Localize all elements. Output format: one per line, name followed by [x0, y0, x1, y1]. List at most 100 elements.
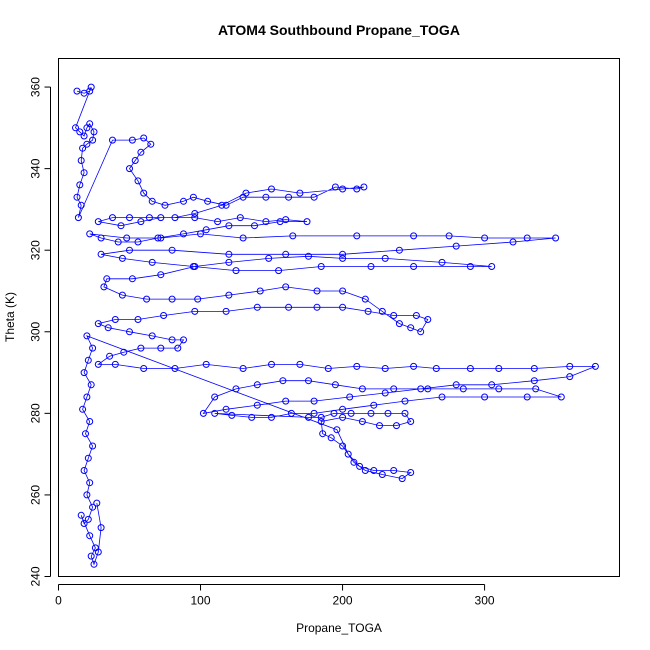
data-point [86, 532, 94, 540]
data-point [401, 397, 409, 405]
data-point [346, 393, 354, 401]
data-point [168, 336, 176, 344]
plot-frame [58, 58, 620, 577]
data-point [339, 442, 347, 450]
data-point [407, 469, 415, 476]
data-point [356, 462, 364, 470]
data-point [285, 303, 293, 311]
data-point [317, 413, 325, 421]
data-point [523, 393, 531, 401]
data-point [89, 503, 97, 511]
x-tick-label: 100 [191, 594, 211, 608]
data-point [262, 193, 270, 201]
data-point [106, 352, 114, 360]
data-point [171, 214, 179, 222]
data-point [481, 393, 489, 401]
data-point [370, 467, 378, 474]
data-point [282, 397, 290, 405]
data-point [282, 283, 290, 291]
data-point [424, 385, 432, 393]
data-point [161, 201, 169, 209]
data-point [211, 409, 219, 417]
data-point [111, 360, 119, 368]
data-point [117, 222, 125, 230]
data-point [137, 148, 145, 156]
data-point [191, 263, 199, 270]
data-point [481, 234, 489, 242]
data-point [80, 169, 88, 177]
data-point [83, 491, 91, 499]
data-point [197, 230, 204, 238]
data-point [73, 193, 81, 201]
data-point [384, 409, 392, 417]
series-0-line [75, 86, 596, 566]
data-point [148, 197, 156, 205]
data-point [90, 560, 98, 568]
data-point [84, 515, 92, 523]
data-point [393, 422, 400, 430]
data-point [390, 312, 398, 319]
data-point [370, 401, 378, 409]
data-point [327, 434, 335, 442]
data-point [253, 303, 261, 311]
data-point [202, 226, 210, 234]
data-point [276, 218, 284, 226]
data-point [358, 385, 366, 393]
data-point [134, 316, 142, 323]
data-point [171, 365, 179, 372]
data-point [140, 365, 148, 372]
data-point [87, 552, 95, 560]
data-point [103, 275, 111, 283]
data-point [232, 267, 240, 275]
data-point [253, 401, 261, 409]
data-point [530, 377, 538, 385]
data-point [445, 232, 453, 240]
data-point [296, 189, 304, 197]
data-point [77, 201, 85, 209]
data-point [72, 124, 79, 132]
data-point [305, 413, 312, 421]
data-point [361, 467, 369, 474]
data-point [189, 193, 197, 201]
data-point [120, 348, 128, 356]
data-point [97, 250, 105, 258]
data-point [77, 157, 85, 164]
data-point [566, 362, 574, 370]
data-point [114, 238, 122, 246]
data-point [310, 409, 318, 417]
data-point [199, 409, 207, 417]
data-point [459, 385, 467, 393]
data-point [168, 295, 176, 303]
data-point [126, 214, 133, 222]
y-tick-label: 300 [29, 321, 43, 341]
axes-layer: 0 100 200 300 240 260 280 300 320 340 360 [29, 77, 495, 608]
data-point [339, 405, 347, 413]
data-point [353, 232, 361, 240]
data-point [148, 332, 156, 340]
data-point [268, 185, 275, 193]
data-point [378, 307, 386, 315]
data-point [86, 87, 94, 95]
data-point [76, 181, 84, 189]
data-point [339, 287, 347, 295]
data-point [104, 324, 112, 332]
data-point [222, 201, 230, 209]
data-point [232, 385, 240, 393]
data-point [140, 134, 148, 142]
data-point [126, 328, 133, 336]
data-point [218, 201, 226, 209]
data-point [160, 312, 168, 319]
data-point [339, 413, 347, 421]
data-point [350, 458, 358, 466]
data-point [339, 250, 347, 258]
y-tick-label: 240 [29, 566, 43, 586]
data-point [466, 365, 474, 372]
data-point [157, 214, 165, 222]
data-point [303, 218, 311, 226]
data-point [93, 499, 101, 507]
data-point [97, 234, 105, 242]
data-point [109, 136, 116, 144]
series-layer [72, 83, 599, 568]
data-point [80, 132, 88, 140]
